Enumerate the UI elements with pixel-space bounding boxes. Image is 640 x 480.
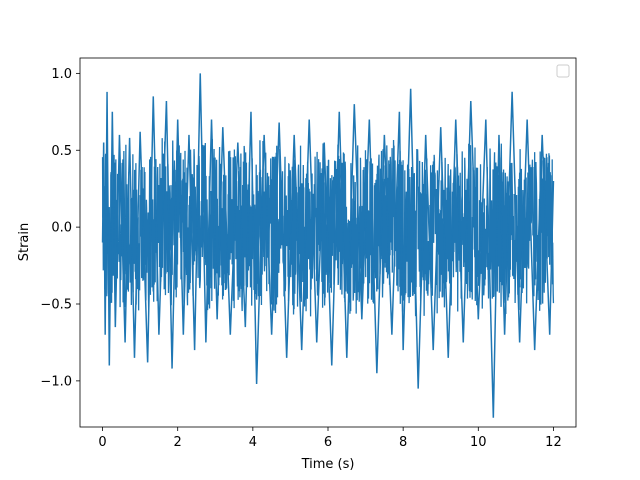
y-axis-label: Strain [17,223,32,262]
x-tick-label: 4 [249,435,257,450]
x-tick-label: 10 [470,435,487,450]
series-line [101,73,555,418]
series-layer [101,73,555,418]
x-tick-label: 6 [324,435,332,450]
y-tick-label: −0.5 [40,298,72,313]
x-axis-label: Time (s) [301,457,355,472]
y-axis-ticks: −1.0 −0.5 0.0 0.5 1.0 [40,67,80,389]
y-tick-label: 1.0 [51,67,72,82]
x-tick-label: 8 [399,435,407,450]
y-tick-label: 0.5 [51,144,72,159]
plot-frame [79,57,577,428]
x-tick-label: 2 [174,435,182,450]
legend-box [556,64,570,78]
y-tick-label: 0.0 [51,221,72,236]
x-tick-label: 12 [545,435,562,450]
x-tick-label: 0 [98,435,106,450]
x-axis-ticks: 0 2 4 6 8 10 12 [98,427,562,450]
y-tick-label: −1.0 [40,374,72,389]
